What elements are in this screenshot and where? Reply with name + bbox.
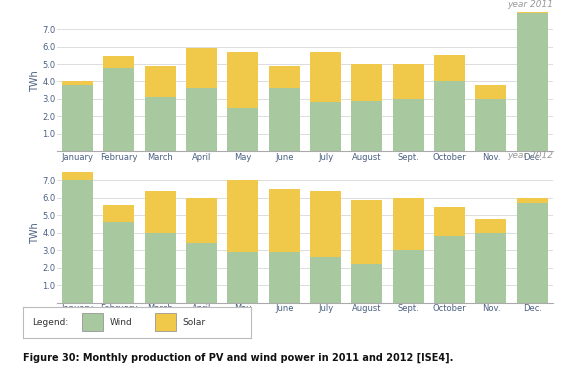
Bar <box>310 102 341 151</box>
Bar <box>145 66 176 97</box>
Bar <box>104 68 135 151</box>
Bar <box>145 97 176 151</box>
Bar <box>104 205 135 222</box>
Bar <box>227 52 258 107</box>
Bar <box>62 172 93 180</box>
Bar <box>269 66 300 88</box>
Bar <box>310 52 341 102</box>
Bar <box>227 180 258 252</box>
Y-axis label: TWh: TWh <box>30 222 39 244</box>
Bar <box>310 191 341 257</box>
Bar <box>393 250 424 303</box>
Bar <box>186 198 217 243</box>
Bar <box>269 88 300 151</box>
Text: year 2011: year 2011 <box>507 0 553 9</box>
Bar <box>475 233 506 303</box>
Bar <box>434 236 465 303</box>
Y-axis label: TWh: TWh <box>30 71 39 92</box>
Bar <box>227 107 258 151</box>
Bar <box>517 13 548 151</box>
Bar <box>269 189 300 252</box>
Bar <box>104 222 135 303</box>
Bar <box>517 5 548 13</box>
Bar <box>352 264 382 303</box>
Bar <box>517 203 548 303</box>
Bar <box>62 180 93 303</box>
Text: Legend:: Legend: <box>32 317 68 327</box>
Bar <box>393 99 424 151</box>
Text: Figure 30: Monthly production of PV and wind power in 2011 and 2012 [ISE4].: Figure 30: Monthly production of PV and … <box>23 353 453 363</box>
Bar <box>434 55 465 81</box>
Bar <box>434 207 465 236</box>
Bar <box>62 85 93 151</box>
Bar <box>352 200 382 264</box>
Bar <box>186 88 217 151</box>
Text: year 2012: year 2012 <box>507 151 553 160</box>
Bar <box>145 233 176 303</box>
Text: Solar: Solar <box>182 317 206 327</box>
Bar <box>517 198 548 203</box>
Bar <box>186 243 217 303</box>
Bar <box>186 48 217 88</box>
Bar <box>475 219 506 233</box>
Bar <box>310 257 341 303</box>
Bar <box>269 252 300 303</box>
Bar <box>352 100 382 151</box>
Bar <box>434 81 465 151</box>
Bar <box>352 64 382 100</box>
Bar <box>145 191 176 233</box>
Text: Wind: Wind <box>109 317 132 327</box>
Bar <box>227 252 258 303</box>
Bar <box>62 81 93 85</box>
Bar <box>393 198 424 250</box>
Bar <box>475 85 506 99</box>
Bar <box>104 56 135 68</box>
FancyBboxPatch shape <box>155 313 176 331</box>
Bar <box>393 64 424 99</box>
FancyBboxPatch shape <box>82 313 103 331</box>
Bar <box>475 99 506 151</box>
